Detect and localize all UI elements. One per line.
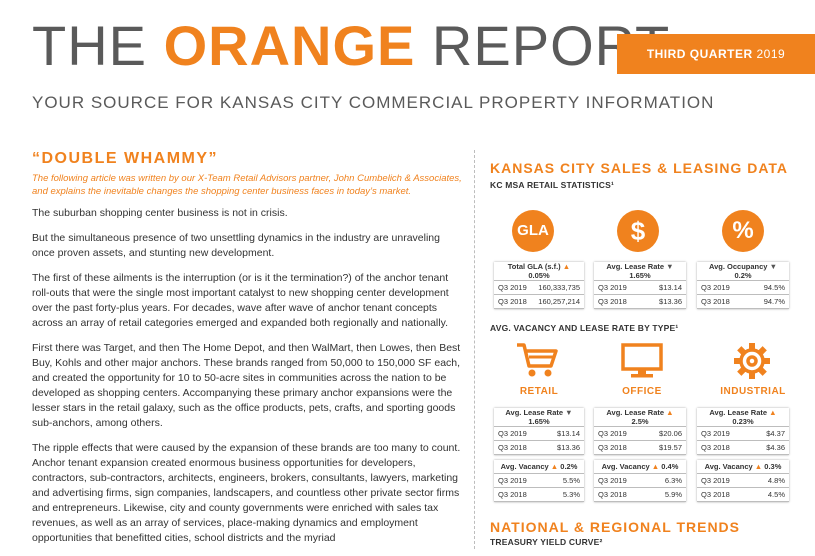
article-paragraph: The suburban shopping center business is… <box>32 207 288 219</box>
table-row: Q3 2018 $4.36 <box>697 440 789 455</box>
table-row: Q3 2019 4.8% <box>697 473 789 488</box>
retail-lease-table: Avg. Lease Rate ▼ 1.65% Q3 2019 $13.14 Q3… <box>494 408 584 455</box>
type-label-office: OFFICE <box>622 386 662 397</box>
lease-rate-table: Avg. Lease Rate ▼ 1.65% Q3 2019 $13.14 Q3… <box>594 262 686 309</box>
up-arrow-icon: ▲ <box>550 462 559 471</box>
table-row: Q3 2018 $13.36 <box>594 294 686 309</box>
article-title: “DOUBLE WHAMMY” <box>32 150 219 167</box>
table-row: Q3 2019 5.5% <box>494 473 584 488</box>
article-paragraph: But the simultaneous presence of two uns… <box>32 232 440 259</box>
office-vacancy-table: Avg. Vacancy ▲ 0.4% Q3 2019 6.3% Q3 2018 5… <box>594 460 686 502</box>
title-the: THE <box>32 14 147 77</box>
article-paragraph: First there was Target, and then The Hom… <box>32 342 461 429</box>
article-paragraph: The ripple effects that were caused by t… <box>32 442 461 544</box>
report-title: THE ORANGE REPORT <box>32 18 670 74</box>
type-stats-title: AVG. VACANCY AND LEASE RATE BY TYPE¹ <box>490 323 679 333</box>
up-arrow-icon: ▲ <box>769 408 777 417</box>
dollar-icon: $ <box>617 210 659 252</box>
article-intro: The following article was written by our… <box>32 173 462 197</box>
occupancy-table: Avg. Occupancy ▼ 0.2% Q3 2019 94.5% Q3 20… <box>697 262 789 309</box>
up-arrow-icon: ▲ <box>651 462 660 471</box>
article: “DOUBLE WHAMMY” The following article wa… <box>32 150 462 556</box>
office-lease-table: Avg. Lease Rate ▲ 2.5% Q3 2019 $20.06 Q3 … <box>594 408 686 455</box>
monitor-icon <box>621 343 663 378</box>
percent-icon: % <box>722 210 764 252</box>
table-row: Q3 2018 $13.36 <box>494 440 584 455</box>
data-column: KANSAS CITY SALES & LEASING DATA KC MSA … <box>490 160 800 190</box>
quarter-badge: THIRD QUARTER 2019 <box>617 34 815 74</box>
table-row: Q3 2018 5.3% <box>494 487 584 502</box>
table-row: Q3 2019 $13.14 <box>594 280 686 295</box>
quarter-year: 2019 <box>756 47 786 61</box>
table-row: Q3 2019 $13.14 <box>494 426 584 441</box>
sales-leasing-title: KANSAS CITY SALES & LEASING DATA <box>490 160 789 176</box>
article-paragraph: The first of these ailments is the inter… <box>32 272 449 329</box>
table-row: Q3 2019 160,333,735 <box>494 280 584 295</box>
table-row: Q3 2019 $4.37 <box>697 426 789 441</box>
quarter-label: THIRD QUARTER <box>646 47 753 61</box>
trends-title: NATIONAL & REGIONAL TRENDS <box>490 519 741 535</box>
msa-stats-title: KC MSA RETAIL STATISTICS¹ <box>490 180 614 190</box>
table-row: Q3 2019 6.3% <box>594 473 686 488</box>
gear-icon <box>734 343 770 379</box>
type-label-industrial: INDUSTRIAL <box>720 386 786 397</box>
up-arrow-icon: ▲ <box>562 262 571 271</box>
cart-icon <box>517 343 558 377</box>
lease-rate-table-header: Avg. Lease Rate ▼ 1.65% <box>594 262 686 281</box>
down-arrow-icon: ▼ <box>565 408 573 417</box>
type-label-retail: RETAIL <box>519 386 559 397</box>
table-row: Q3 2019 94.5% <box>697 280 789 295</box>
industrial-vacancy-table: Avg. Vacancy ▲ 0.3% Q3 2019 4.8% Q3 2018 4… <box>697 460 789 502</box>
gla-table-header: Total GLA (s.f.) ▲ 0.05% <box>494 262 584 281</box>
table-row: Q3 2018 94.7% <box>697 294 789 309</box>
treasury-title: TREASURY YIELD CURVE² <box>490 537 603 547</box>
down-arrow-icon: ▼ <box>666 262 674 271</box>
column-divider <box>474 150 475 549</box>
retail-vacancy-table: Avg. Vacancy ▲ 0.2% Q3 2019 5.5% Q3 2018 5… <box>494 460 584 502</box>
title-orange: ORANGE <box>163 14 416 77</box>
industrial-lease-table: Avg. Lease Rate ▲ 0.23% Q3 2019 $4.37 Q3 … <box>697 408 789 455</box>
table-row: Q3 2018 $19.57 <box>594 440 686 455</box>
gla-table: Total GLA (s.f.) ▲ 0.05% Q3 2019 160,333,… <box>494 262 584 309</box>
up-arrow-icon: ▲ <box>754 462 763 471</box>
report-subtitle: YOUR SOURCE FOR KANSAS CITY COMMERCIAL P… <box>32 93 715 112</box>
table-row: Q3 2019 $20.06 <box>594 426 686 441</box>
occupancy-table-header: Avg. Occupancy ▼ 0.2% <box>697 262 789 281</box>
table-row: Q3 2018 4.5% <box>697 487 789 502</box>
table-row: Q3 2018 160,257,214 <box>494 294 584 309</box>
gla-icon: GLA <box>512 210 554 252</box>
down-arrow-icon: ▼ <box>769 262 778 271</box>
up-arrow-icon: ▲ <box>666 408 674 417</box>
table-row: Q3 2018 5.9% <box>594 487 686 502</box>
